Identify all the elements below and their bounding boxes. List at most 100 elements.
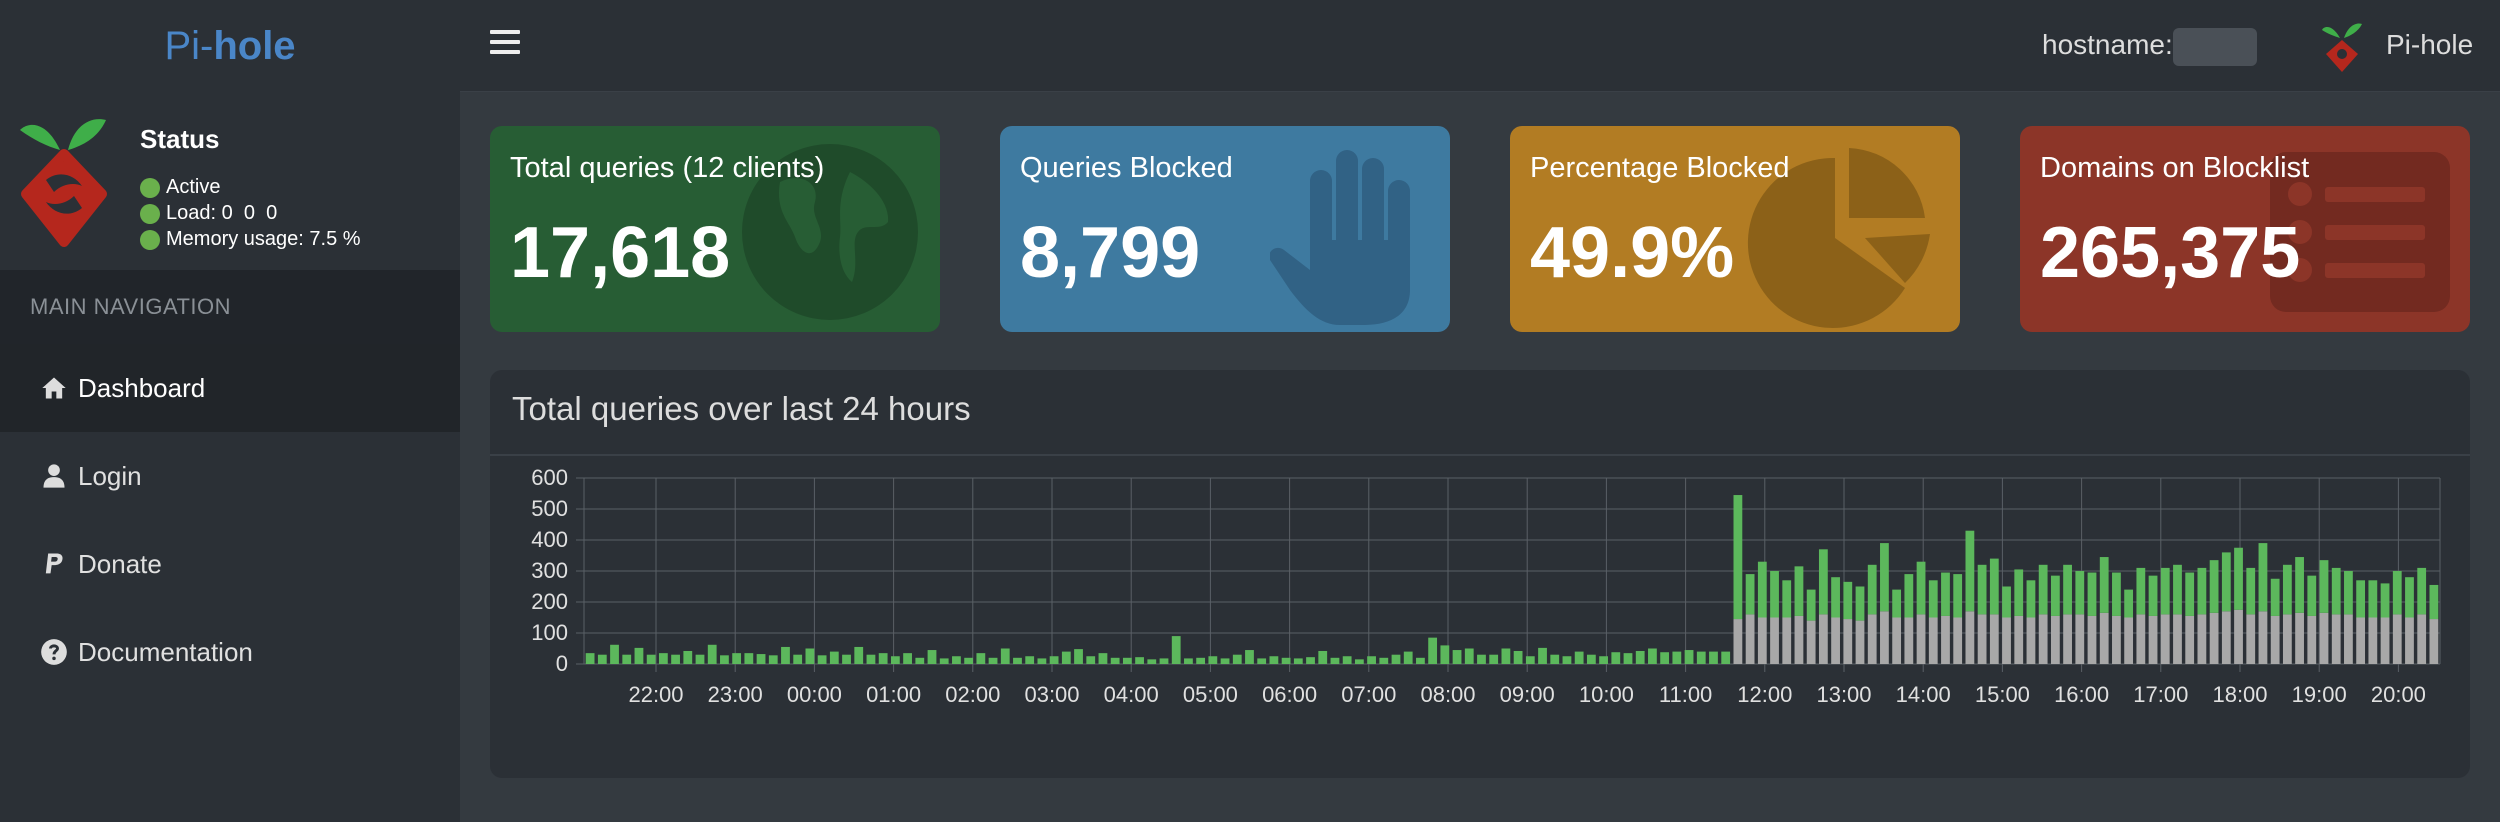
bar-permitted [2002, 586, 2011, 618]
status-active: Active [140, 176, 220, 199]
bar-permitted [793, 654, 803, 664]
bar-permitted [1403, 651, 1413, 664]
status-dot-icon [140, 177, 160, 198]
bar-permitted [671, 654, 680, 664]
bar-permitted [1648, 648, 1657, 664]
bar-blocked [1794, 615, 1804, 664]
bar-permitted [2173, 564, 2182, 615]
bar-blocked [1733, 619, 1743, 664]
queries-bar-chart[interactable]: 0 100 200 300 400 500 600 22:00 23:00 00:00 01:00 0… [490, 460, 2470, 776]
bar-permitted [1489, 654, 1499, 664]
bar-permitted [1257, 658, 1267, 664]
bar-permitted [2209, 560, 2219, 613]
bar-permitted [1232, 654, 1242, 664]
status-title: Status [140, 124, 220, 154]
bar-permitted [2087, 572, 2097, 616]
bar-blocked [2417, 614, 2427, 664]
bar-permitted [1367, 656, 1376, 664]
bar-permitted [1098, 653, 1108, 664]
bar-permitted [1061, 651, 1071, 664]
bar-permitted [842, 654, 851, 664]
bar-permitted [1709, 651, 1718, 664]
user-icon [43, 464, 65, 488]
bar-permitted [1428, 637, 1438, 664]
bar-permitted [927, 650, 937, 664]
bar-blocked [2185, 615, 2195, 664]
bar-permitted [1452, 650, 1462, 664]
x-tick-label: 00:00 [787, 682, 842, 707]
bar-permitted [768, 655, 778, 664]
bar-permitted [1342, 656, 1352, 664]
bar-permitted [1000, 648, 1010, 664]
bar-permitted [1562, 656, 1572, 664]
bar-permitted [707, 644, 717, 664]
bar-blocked [2124, 617, 2134, 664]
bar-blocked [2270, 615, 2280, 664]
queries-blocked-label: Queries Blocked [1020, 152, 1233, 184]
bar-permitted [2063, 564, 2072, 615]
bar-blocked [1916, 614, 1926, 664]
bar-permitted [1086, 656, 1096, 664]
hostname-value [2173, 28, 2257, 66]
bar-permitted [2429, 584, 2439, 620]
y-tick-label: 300 [531, 558, 568, 583]
bar-permitted [1318, 650, 1328, 664]
bar-permitted [1855, 586, 1865, 621]
bar-permitted [585, 653, 595, 664]
bar-permitted [646, 654, 656, 664]
queries-blocked-value: 8,799 [1020, 213, 1201, 293]
bar-permitted [1147, 659, 1157, 664]
bar-permitted [1037, 658, 1047, 664]
bar-permitted [2246, 567, 2256, 615]
x-tick-label: 03:00 [1024, 682, 1079, 707]
bar-blocked [1818, 614, 1828, 664]
x-tick-label: 19:00 [2292, 682, 2347, 707]
bar-blocked [2429, 619, 2439, 664]
domains-blocklist-label: Domains on Blocklist [2040, 152, 2310, 184]
sidebar: Status Active Load: 0 0 0 Memory usage: … [0, 92, 460, 822]
percentage-blocked-box: Percentage Blocked 49.9% [1510, 126, 1960, 332]
percentage-blocked-value: 49.9% [1530, 213, 1735, 293]
bar-permitted [1574, 651, 1584, 664]
brand-name: Pi-hole [164, 23, 296, 68]
user-name[interactable]: Pi-hole [2386, 29, 2474, 60]
nav-item-dashboard[interactable]: Dashboard [0, 344, 460, 432]
bar-blocked [2112, 615, 2121, 664]
bar-permitted [2319, 560, 2329, 613]
bar-permitted [622, 654, 632, 664]
bar-blocked [1989, 614, 1999, 664]
menu-toggle-icon[interactable] [490, 30, 520, 60]
nav-item-donate[interactable]: Donate [0, 520, 460, 608]
y-tick-label: 400 [531, 527, 568, 552]
bar-blocked [2038, 614, 2048, 664]
bar-blocked [2295, 612, 2304, 664]
y-tick-label: 200 [531, 589, 568, 614]
nav-item-login[interactable]: Login [0, 432, 460, 520]
brand-logo-area[interactable]: Pi-hole [0, 0, 460, 92]
bar-permitted [2270, 578, 2280, 616]
x-tick-label: 17:00 [2133, 682, 2188, 707]
bar-permitted [2185, 572, 2195, 616]
y-tick-label: 0 [556, 651, 568, 676]
bar-permitted [2417, 567, 2427, 615]
bar-permitted [2221, 552, 2231, 612]
nav-item-documentation[interactable]: Documentation [0, 608, 460, 696]
bar-blocked [2234, 609, 2243, 664]
pihole-logo-icon[interactable] [2320, 20, 2366, 76]
total-queries-box: Total queries (12 clients) 17,618 [490, 126, 940, 332]
x-tick-label: 09:00 [1500, 682, 1555, 707]
bar-permitted [1941, 572, 1950, 616]
bar-permitted [1867, 564, 1877, 615]
bar-permitted [2295, 557, 2304, 613]
x-tick-label: 12:00 [1737, 682, 1792, 707]
x-tick-label: 16:00 [2054, 682, 2109, 707]
bar-permitted [1354, 659, 1364, 664]
bar-permitted [1171, 636, 1181, 664]
bar-blocked [2319, 612, 2329, 664]
bar-permitted [1672, 651, 1682, 664]
bar-permitted [781, 646, 790, 664]
domains-blocklist-value: 265,375 [2040, 213, 2301, 293]
bar-permitted [1880, 543, 1889, 612]
bar-permitted [1953, 574, 1963, 618]
nav-header: MAIN NAVIGATION [0, 270, 460, 344]
